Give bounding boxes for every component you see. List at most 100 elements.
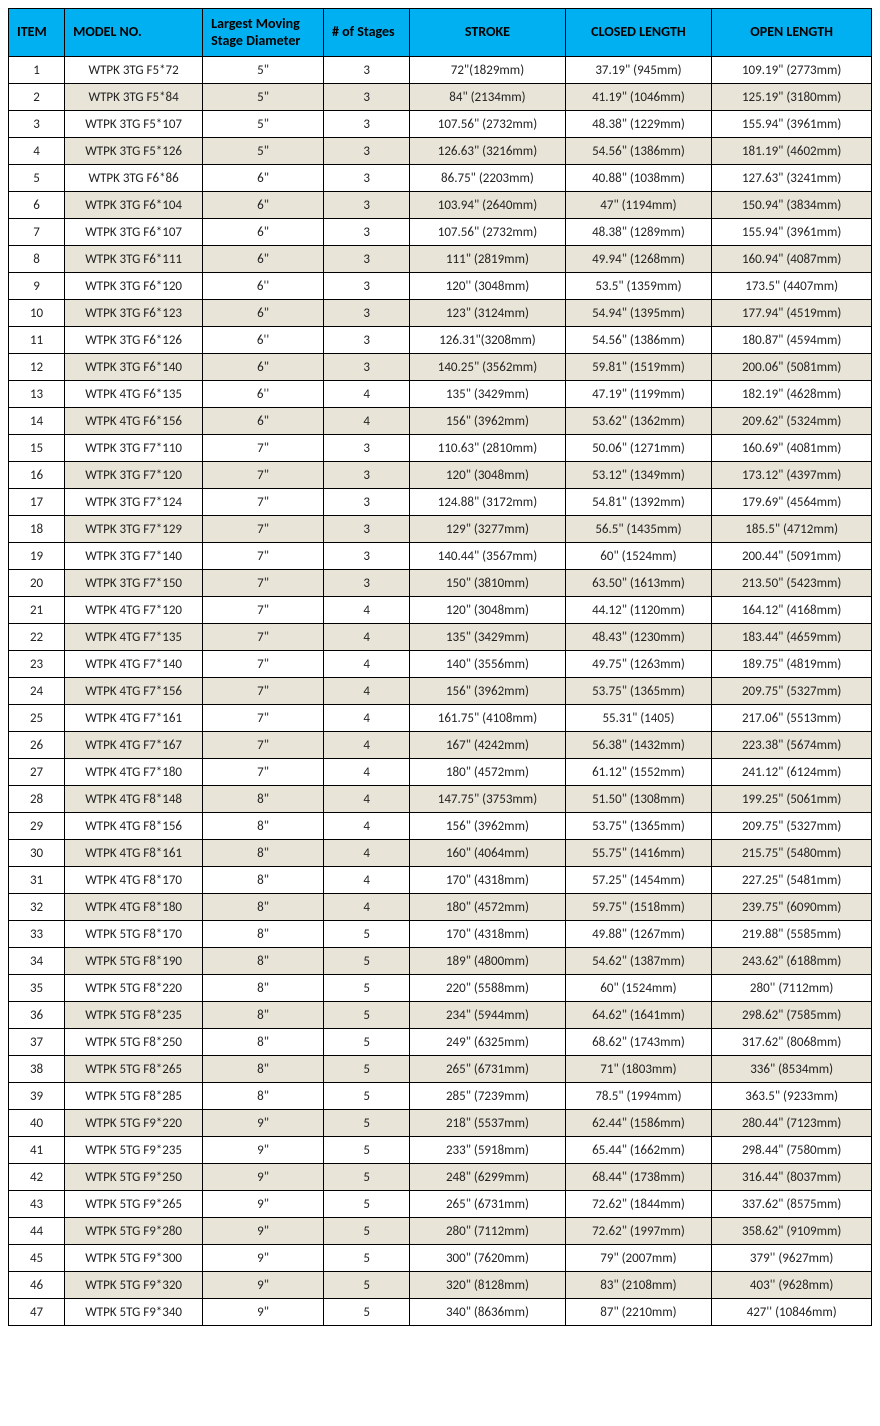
table-row: 27WTPK 4TG F7*1807"4180" (4572mm)61.12" … — [9, 759, 872, 786]
cell-diam: 6'' — [203, 381, 324, 408]
cell-open: 185.5" (4712mm) — [712, 516, 872, 543]
cell-stages: 5 — [323, 1245, 409, 1272]
cell-stages: 3 — [323, 327, 409, 354]
cell-closed: 62.44" (1586mm) — [565, 1110, 712, 1137]
cell-item: 20 — [9, 570, 65, 597]
cell-closed: 53.75" (1365mm) — [565, 678, 712, 705]
cell-diam: 6'' — [203, 327, 324, 354]
table-row: 15WTPK 3TG F7*1107"3110.63" (2810mm)50.0… — [9, 435, 872, 462]
cell-model: WTPK 3TG F5*107 — [65, 111, 203, 138]
cell-open: 181.19" (4602mm) — [712, 138, 872, 165]
cell-item: 47 — [9, 1299, 65, 1326]
cell-item: 16 — [9, 462, 65, 489]
cell-stroke: 167" (4242mm) — [410, 732, 565, 759]
table-row: 41WTPK 5TG F9*2359"5233" (5918mm)65.44" … — [9, 1137, 872, 1164]
cell-stroke: 150" (3810mm) — [410, 570, 565, 597]
cell-stroke: 103.94" (2640mm) — [410, 192, 565, 219]
cell-open: 219.88" (5585mm) — [712, 921, 872, 948]
cell-open: 427'' (10846mm) — [712, 1299, 872, 1326]
cell-closed: 51.50" (1308mm) — [565, 786, 712, 813]
table-row: 21WTPK 4TG F7*1207"4120" (3048mm)44.12" … — [9, 597, 872, 624]
cell-diam: 5" — [203, 57, 324, 84]
cell-diam: 7" — [203, 759, 324, 786]
cell-closed: 55.31" (1405) — [565, 705, 712, 732]
cell-stages: 3 — [323, 354, 409, 381]
cell-diam: 7" — [203, 543, 324, 570]
cell-item: 39 — [9, 1083, 65, 1110]
cell-closed: 53.5" (1359mm) — [565, 273, 712, 300]
cell-diam: 9" — [203, 1299, 324, 1326]
cell-open: 280'' (7112mm) — [712, 975, 872, 1002]
cell-stages: 3 — [323, 246, 409, 273]
cell-model: WTPK 4TG F8*148 — [65, 786, 203, 813]
cell-model: WTPK 5TG F8*285 — [65, 1083, 203, 1110]
cell-stroke: 111" (2819mm) — [410, 246, 565, 273]
cell-open: 243.62" (6188mm) — [712, 948, 872, 975]
cell-stroke: 265" (6731mm) — [410, 1191, 565, 1218]
cell-item: 37 — [9, 1029, 65, 1056]
cell-model: WTPK 5TG F8*190 — [65, 948, 203, 975]
cell-open: 280.44" (7123mm) — [712, 1110, 872, 1137]
cell-model: WTPK 5TG F9*280 — [65, 1218, 203, 1245]
cell-open: 298.62" (7585mm) — [712, 1002, 872, 1029]
col-closed: CLOSED LENGTH — [565, 9, 712, 57]
cell-closed: 57.25" (1454mm) — [565, 867, 712, 894]
table-row: 43WTPK 5TG F9*2659"5265" (6731mm)72.62" … — [9, 1191, 872, 1218]
cell-open: 189.75" (4819mm) — [712, 651, 872, 678]
cell-diam: 7" — [203, 651, 324, 678]
cell-model: WTPK 4TG F7*156 — [65, 678, 203, 705]
cell-model: WTPK 4TG F8*180 — [65, 894, 203, 921]
cell-open: 403'' (9628mm) — [712, 1272, 872, 1299]
cell-diam: 6" — [203, 219, 324, 246]
cell-item: 17 — [9, 489, 65, 516]
cell-model: WTPK 5TG F9*320 — [65, 1272, 203, 1299]
cell-diam: 6" — [203, 192, 324, 219]
cell-stages: 3 — [323, 219, 409, 246]
cell-model: WTPK 4TG F7*140 — [65, 651, 203, 678]
cell-stroke: 233" (5918mm) — [410, 1137, 565, 1164]
cell-closed: 87" (2210mm) — [565, 1299, 712, 1326]
cell-closed: 65.44" (1662mm) — [565, 1137, 712, 1164]
table-row: 30WTPK 4TG F8*1618"4160" (4064mm)55.75" … — [9, 840, 872, 867]
cell-open: 160.94" (4087mm) — [712, 246, 872, 273]
cell-open: 173.12" (4397mm) — [712, 462, 872, 489]
cell-stroke: 180" (4572mm) — [410, 894, 565, 921]
cell-stages: 3 — [323, 165, 409, 192]
cell-item: 24 — [9, 678, 65, 705]
col-model: MODEL NO. — [65, 9, 203, 57]
cell-stroke: 320" (8128mm) — [410, 1272, 565, 1299]
cell-item: 35 — [9, 975, 65, 1002]
cell-closed: 53.75" (1365mm) — [565, 813, 712, 840]
cell-closed: 53.12" (1349mm) — [565, 462, 712, 489]
cell-closed: 37.19" (945mm) — [565, 57, 712, 84]
table-header: ITEM MODEL NO. Largest Moving Stage Diam… — [9, 9, 872, 57]
cell-diam: 6" — [203, 165, 324, 192]
col-stroke: STROKE — [410, 9, 565, 57]
cell-stages: 3 — [323, 516, 409, 543]
cell-open: 209.75" (5327mm) — [712, 813, 872, 840]
cell-closed: 53.62" (1362mm) — [565, 408, 712, 435]
table-row: 28WTPK 4TG F8*1488"4147.75" (3753mm)51.5… — [9, 786, 872, 813]
cell-model: WTPK 4TG F8*170 — [65, 867, 203, 894]
table-row: 1WTPK 3TG F5*725"372"(1829mm)37.19" (945… — [9, 57, 872, 84]
cell-stroke: 126.31"(3208mm) — [410, 327, 565, 354]
table-row: 13WTPK 4TG F6*1356''4135" (3429mm)47.19"… — [9, 381, 872, 408]
cell-stages: 4 — [323, 597, 409, 624]
cell-closed: 59.75" (1518mm) — [565, 894, 712, 921]
cell-stages: 4 — [323, 894, 409, 921]
cell-item: 22 — [9, 624, 65, 651]
cell-open: 241.12" (6124mm) — [712, 759, 872, 786]
cell-model: WTPK 5TG F9*235 — [65, 1137, 203, 1164]
table-row: 36WTPK 5TG F8*2358"5234" (5944mm)64.62" … — [9, 1002, 872, 1029]
cell-stroke: 265" (6731mm) — [410, 1056, 565, 1083]
cell-stroke: 220" (5588mm) — [410, 975, 565, 1002]
table-row: 31WTPK 4TG F8*1708"4170" (4318mm)57.25" … — [9, 867, 872, 894]
cell-stages: 3 — [323, 111, 409, 138]
cell-closed: 54.94" (1395mm) — [565, 300, 712, 327]
cell-diam: 8" — [203, 1029, 324, 1056]
cell-item: 30 — [9, 840, 65, 867]
cell-stages: 5 — [323, 1056, 409, 1083]
cell-closed: 61.12" (1552mm) — [565, 759, 712, 786]
cell-closed: 47" (1194mm) — [565, 192, 712, 219]
cell-model: WTPK 4TG F8*161 — [65, 840, 203, 867]
